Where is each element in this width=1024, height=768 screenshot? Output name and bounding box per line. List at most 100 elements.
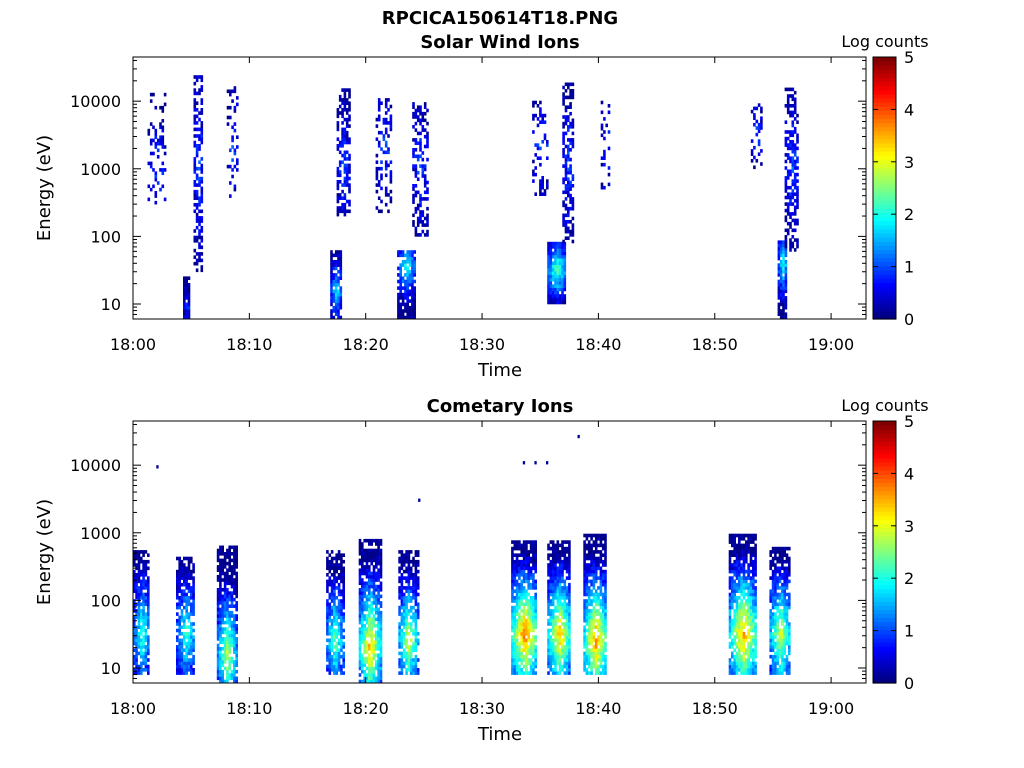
spectrogram-cell	[585, 543, 589, 548]
spectrogram-cell	[368, 656, 371, 661]
spectrogram-cell	[414, 618, 418, 623]
spectrogram-cell	[568, 563, 571, 567]
spectrogram-cell	[590, 615, 593, 620]
spectrogram-cell	[525, 651, 528, 656]
spectrogram-cell	[567, 170, 570, 175]
spectrogram-cell	[728, 553, 732, 557]
spectrogram-cell	[219, 624, 222, 628]
spectrogram-cell	[518, 622, 521, 626]
spectrogram-cell	[728, 550, 732, 554]
spectrogram-cell	[377, 114, 381, 119]
spectrogram-cell	[412, 664, 415, 669]
spectrogram-cell	[760, 109, 763, 114]
spectrogram-cell	[216, 591, 220, 595]
spectrogram-cell	[784, 202, 788, 206]
spectrogram-cell	[568, 612, 571, 616]
spectrogram-cell	[348, 170, 351, 174]
spectrogram-cell	[230, 624, 234, 628]
spectrogram-cell	[405, 605, 408, 610]
spectrogram-cell	[426, 216, 429, 221]
spectrogram-cell	[597, 559, 600, 564]
spectrogram-cell	[784, 279, 788, 284]
spectrogram-cell	[200, 75, 204, 79]
spectrogram-cell	[511, 563, 514, 567]
spectrogram-cell	[358, 633, 362, 638]
spectrogram-cell	[400, 612, 404, 616]
spectrogram-cell	[334, 292, 338, 297]
spectrogram-cell	[529, 648, 533, 652]
spectrogram-cell	[590, 589, 593, 593]
spectrogram-cell	[536, 143, 540, 147]
spectrogram-cell	[233, 571, 236, 576]
spectrogram-cell	[742, 543, 746, 548]
spectrogram-cell	[728, 579, 732, 584]
spectrogram-cell	[372, 673, 376, 677]
spectrogram-cell	[600, 156, 604, 160]
spectrogram-cell	[326, 615, 329, 620]
spectrogram-cell	[342, 576, 345, 580]
spectrogram-cell	[330, 276, 333, 280]
spectrogram-cell	[342, 579, 345, 584]
spectrogram-cell	[752, 628, 755, 633]
spectrogram-cell	[345, 117, 349, 122]
spectrogram-cell	[404, 309, 407, 313]
spectrogram-cell	[755, 119, 759, 124]
spectrogram-cell	[411, 260, 414, 264]
spectrogram-cell	[414, 154, 418, 159]
spectrogram-cell	[585, 537, 589, 541]
spectrogram-cell	[546, 143, 549, 147]
spectrogram-cell	[198, 166, 201, 171]
spectrogram-cell	[142, 579, 145, 584]
spectrogram-cell	[556, 264, 560, 269]
spectrogram-cell	[233, 643, 236, 648]
spectrogram-cell	[738, 664, 741, 669]
spectrogram-cell	[190, 658, 193, 662]
spectrogram-cell	[401, 296, 405, 300]
spectrogram-cell	[154, 141, 158, 146]
spectrogram-cell	[236, 158, 239, 162]
spectrogram-cell	[330, 286, 333, 290]
spectrogram-cell	[525, 668, 528, 672]
spectrogram-cell	[414, 589, 418, 593]
spectrogram-cell	[786, 228, 790, 233]
spectrogram-cell	[551, 268, 555, 272]
spectrogram-cell	[414, 645, 418, 649]
spectrogram-cell	[592, 556, 596, 561]
spectrogram-cell	[585, 569, 589, 574]
spectrogram-cell	[515, 543, 519, 548]
spectrogram-cell	[195, 216, 199, 220]
spectrogram-cell	[397, 296, 400, 300]
spectrogram-cell	[216, 624, 220, 628]
spectrogram-cell	[375, 578, 378, 582]
spectrogram-cell	[154, 128, 158, 133]
spectrogram-cell	[771, 605, 775, 610]
spectrogram-cell	[520, 654, 523, 659]
spectrogram-cell	[216, 653, 220, 658]
spectrogram-cell	[135, 586, 138, 590]
spectrogram-cell	[562, 138, 565, 142]
panel-title-solar-wind: Solar Wind Ions	[420, 32, 579, 53]
spectrogram-cell	[585, 566, 589, 571]
spectrogram-cell	[587, 615, 591, 620]
spectrogram-cell	[426, 138, 429, 142]
spectrogram-cell	[375, 643, 378, 648]
spectrogram-cell	[219, 568, 222, 572]
colorbar-segment	[873, 212, 896, 218]
spectrogram-cell	[590, 599, 593, 603]
figure-title: RPCICA150614T18.PNG	[382, 8, 618, 29]
spectrogram-cell	[187, 292, 191, 297]
spectrogram-cell	[740, 645, 743, 649]
spectrogram-cell	[520, 546, 523, 551]
spectrogram-cell	[343, 130, 347, 135]
spectrogram-cell	[562, 92, 565, 96]
spectrogram-cell	[341, 196, 344, 200]
spectrogram-cell	[152, 168, 155, 172]
spectrogram-cell	[599, 543, 603, 548]
spectrogram-cell	[341, 101, 344, 105]
spectrogram-cell	[518, 602, 521, 607]
x-tick-label: 18:30	[459, 335, 505, 354]
spectrogram-cell	[565, 596, 569, 600]
spectrogram-cell	[563, 658, 567, 662]
spectrogram-cell	[368, 542, 371, 546]
spectrogram-cell	[405, 671, 408, 675]
